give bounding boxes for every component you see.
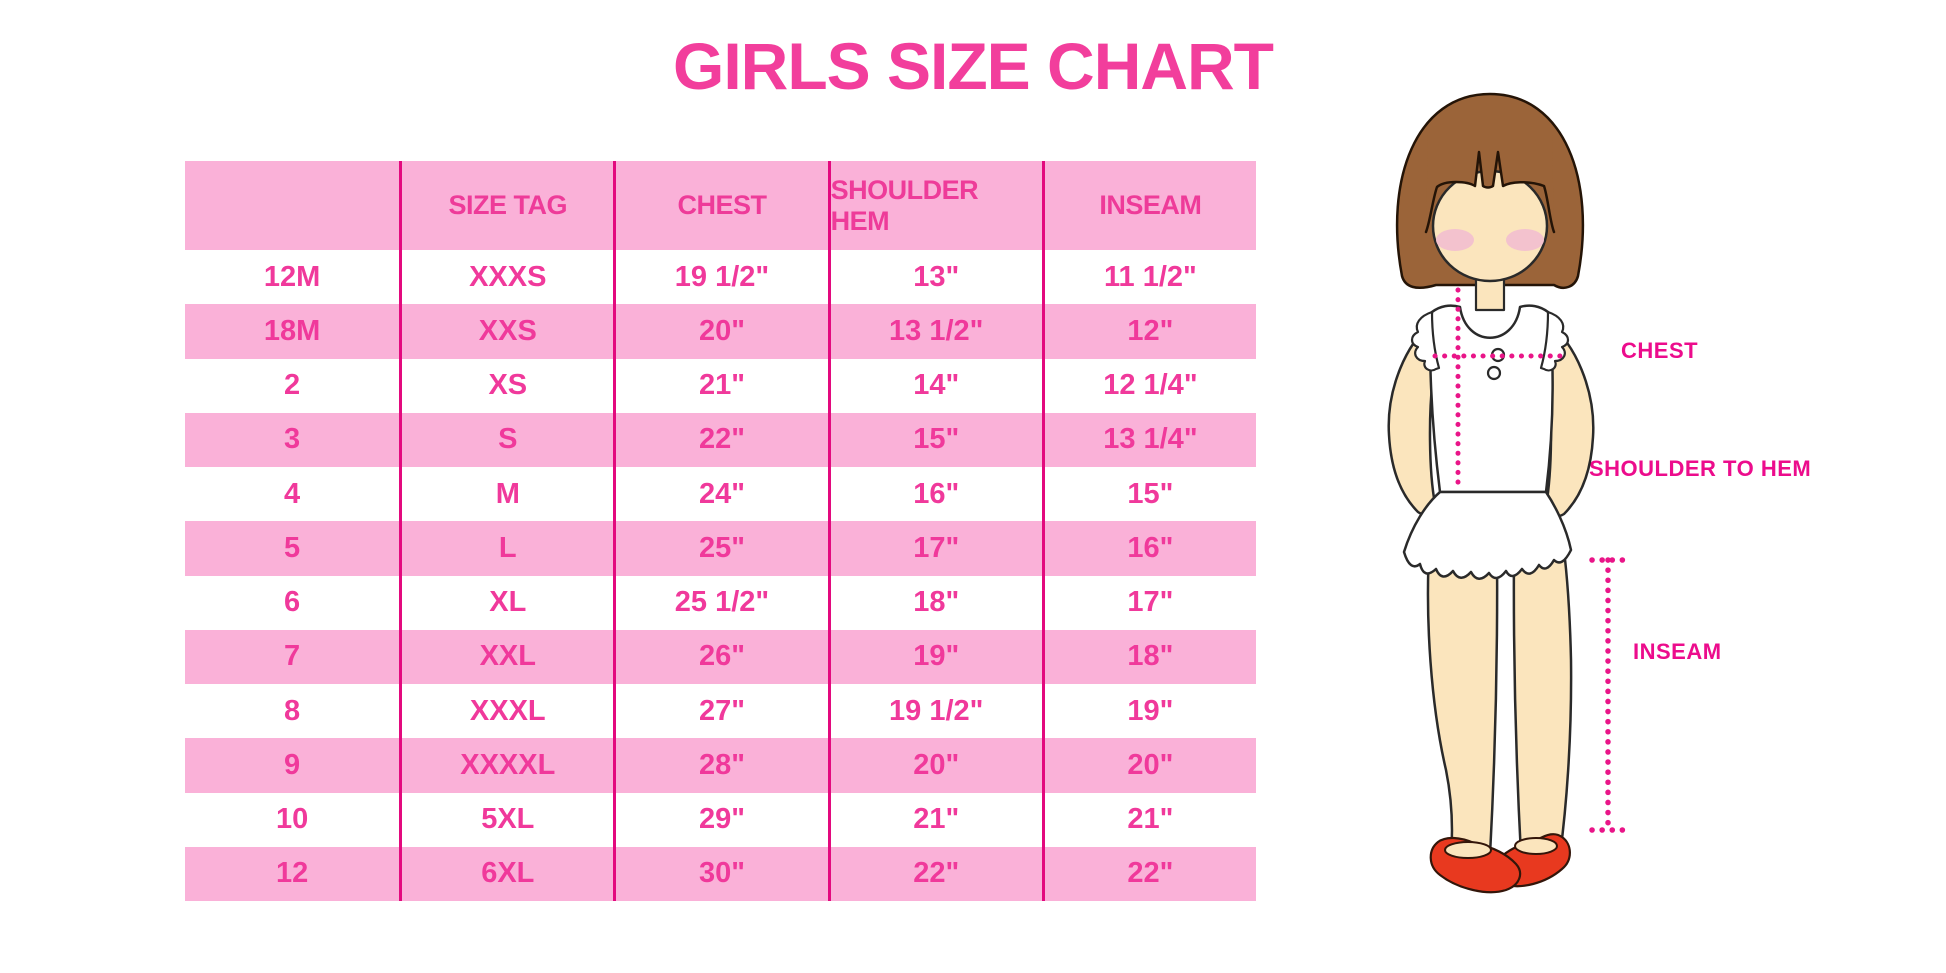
- column-header-size-tag: SIZE TAG: [399, 161, 613, 250]
- blouse-button-bottom: [1486, 365, 1502, 381]
- measurement-value-cell: XXXS: [399, 250, 613, 305]
- table-row-size-10: 10 5XL 29" 21" 21": [185, 792, 1256, 847]
- measurement-value-cell: 13 1/2": [827, 304, 1042, 359]
- bangs-shape: [1426, 135, 1554, 232]
- table-row-size-12: 12 6XL 30" 22" 22": [185, 846, 1256, 901]
- measurement-value-cell: 13 1/4": [1041, 412, 1256, 467]
- girls-size-table: SIZE TAG CHEST SHOULDER HEM INSEAM 12M XXXS 19…: [185, 161, 1256, 901]
- table-row-size-9: 9 XXXXL 28" 20" 20": [185, 738, 1256, 793]
- measurement-value-cell: 19 1/2": [613, 250, 827, 305]
- ruffled-skirt: [1402, 490, 1573, 580]
- measurement-value-cell: 13": [827, 250, 1042, 305]
- size-label-cell: 12: [275, 857, 309, 890]
- measurement-value-cell: 25": [613, 521, 827, 576]
- measurement-value-cell: 22": [1041, 846, 1256, 901]
- size-label-cell: 10: [275, 803, 309, 836]
- size-label-cell: 18M: [263, 314, 321, 347]
- table-row-size-2: 2 XS 21" 14" 12 1/4": [185, 358, 1256, 413]
- right-shoe-opening: [1514, 837, 1558, 855]
- size-label-cell: 2: [284, 369, 301, 402]
- measurement-value-cell: XL: [399, 575, 613, 630]
- measurement-value-cell: 19": [827, 629, 1042, 684]
- size-label-cell: 7: [284, 640, 301, 673]
- measurement-value-cell: M: [399, 467, 613, 522]
- table-row-size-3: 3 S 22" 15" 13 1/4": [185, 412, 1256, 467]
- size-label-cell: 12M: [263, 260, 321, 293]
- left-shoe-opening: [1444, 841, 1492, 859]
- measurement-value-cell: 20": [613, 304, 827, 359]
- table-row-size-4: 4 M 24" 16" 15": [185, 467, 1256, 522]
- measurement-value-cell: 21": [613, 358, 827, 413]
- measurement-value-cell: 24": [613, 467, 827, 522]
- measurement-value-cell: S: [399, 412, 613, 467]
- left-arm: [1387, 323, 1437, 516]
- measurement-value-cell: 27": [613, 684, 827, 739]
- chest-measure-label: CHEST: [1621, 338, 1699, 363]
- girl-illustration: [1387, 92, 1627, 894]
- measurement-value-cell: XXL: [399, 629, 613, 684]
- measurement-value-cell: 11 1/2": [1041, 250, 1256, 305]
- measurement-value-cell: L: [399, 521, 613, 576]
- measurement-value-cell: 20": [1041, 738, 1256, 793]
- measurement-value-cell: 12": [1041, 304, 1256, 359]
- table-header-row: SIZE TAG CHEST SHOULDER HEM INSEAM: [185, 161, 1256, 250]
- measurement-value-cell: 16": [827, 467, 1042, 522]
- size-label-cell: 9: [284, 748, 301, 781]
- measurement-value-cell: XXXL: [399, 684, 613, 739]
- size-label-cell: 3: [284, 423, 301, 456]
- measurement-value-cell: 15": [1041, 467, 1256, 522]
- measurement-value-cell: 20": [827, 738, 1042, 793]
- blush-right: [1506, 229, 1544, 251]
- table-row-size-8: 8 XXXL 27" 19 1/2" 19": [185, 684, 1256, 739]
- measurement-value-cell: XXXXL: [399, 738, 613, 793]
- measurement-value-cell: 25 1/2": [613, 575, 827, 630]
- table-row-size-12m: 12M XXXS 19 1/2" 13" 11 1/2": [185, 250, 1256, 305]
- measurement-value-cell: 28": [613, 738, 827, 793]
- measurement-value-cell: 18": [827, 575, 1042, 630]
- table-row-size-7: 7 XXL 26" 19" 18": [185, 629, 1256, 684]
- left-shoulder-ruffle: [1410, 310, 1441, 372]
- column-header-chest: CHEST: [613, 161, 827, 250]
- size-label-cell: 8: [284, 694, 301, 727]
- measurement-value-cell: 14": [827, 358, 1042, 413]
- measurement-value-cell: 21": [1041, 792, 1256, 847]
- measurement-value-cell: XXS: [399, 304, 613, 359]
- size-label-cell: 6: [284, 586, 301, 619]
- measurement-value-cell: 21": [827, 792, 1042, 847]
- measurement-value-cell: 17": [1041, 575, 1256, 630]
- measurement-value-cell: 29": [613, 792, 827, 847]
- measurement-value-cell: XS: [399, 358, 613, 413]
- measurement-value-cell: 22": [613, 412, 827, 467]
- table-row-size-6: 6 XL 25 1/2" 18" 17": [185, 575, 1256, 630]
- measurement-value-cell: 18": [1041, 629, 1256, 684]
- measurement-value-cell: 19": [1041, 684, 1256, 739]
- measurement-value-cell: 19 1/2": [827, 684, 1042, 739]
- measurement-value-cell: 15": [827, 412, 1042, 467]
- measurement-value-cell: 26": [613, 629, 827, 684]
- right-leg: [1512, 533, 1573, 857]
- measurement-value-cell: 12 1/4": [1041, 358, 1256, 413]
- corner-header-cell: [185, 161, 399, 250]
- column-header-shoulder-hem: SHOULDER HEM: [827, 161, 1042, 250]
- measurement-value-cell: 5XL: [399, 792, 613, 847]
- inseam-measure-label: INSEAM: [1633, 639, 1722, 664]
- column-header-inseam: INSEAM: [1041, 161, 1256, 250]
- left-leg: [1426, 533, 1499, 857]
- page-title: GIRLS SIZE CHART: [672, 29, 1274, 103]
- measurement-value-cell: 17": [827, 521, 1042, 576]
- bangs-edge-outline: [1424, 150, 1556, 234]
- size-label-cell: 4: [284, 477, 301, 510]
- blouse-torso: [1429, 304, 1554, 494]
- blush-left: [1436, 229, 1474, 251]
- size-label-cell: 5: [284, 531, 301, 564]
- table-row-size-18m: 18M XXS 20" 13 1/2" 12": [185, 304, 1256, 359]
- table-row-size-5: 5 L 25" 17" 16": [185, 521, 1256, 576]
- measurement-value-cell: 30": [613, 846, 827, 901]
- measurement-value-cell: 6XL: [399, 846, 613, 901]
- shoulder-to-hem-measure-label: SHOULDER TO HEM: [1589, 456, 1812, 481]
- measurement-value-cell: 22": [827, 846, 1042, 901]
- measurement-value-cell: 16": [1041, 521, 1256, 576]
